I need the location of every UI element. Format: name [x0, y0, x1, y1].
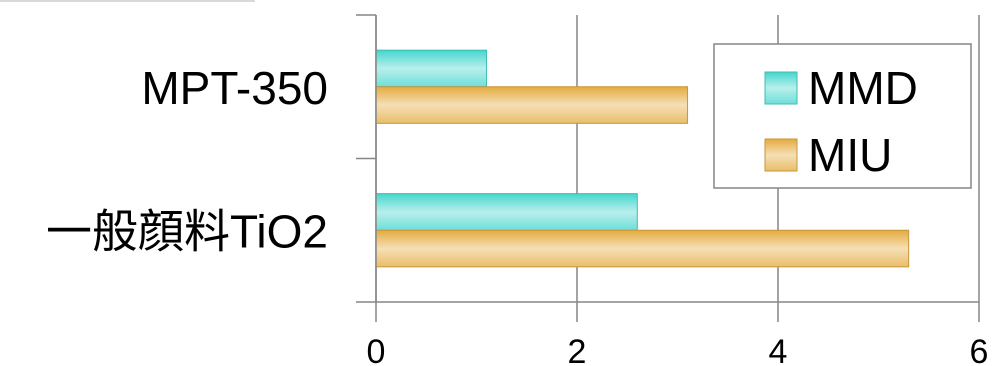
axis-labels: MPT-350 一般顔料TiO2 0 2 4 6	[46, 62, 988, 366]
legend-label-mmd: MMD	[808, 62, 918, 114]
legend-swatch-miu	[764, 138, 798, 172]
x-tick-label: 2	[568, 333, 587, 366]
bar-mmd-1	[375, 193, 638, 231]
legend: MMD MIU	[713, 43, 972, 189]
axes	[356, 14, 979, 303]
x-tick-label: 6	[970, 333, 989, 366]
legend-box	[713, 43, 972, 189]
category-label: MPT-350	[141, 62, 328, 114]
bar-mmd-0	[375, 49, 488, 88]
legend-swatch-mmd	[764, 71, 798, 105]
bar-miu-0	[375, 86, 689, 124]
category-label: 一般顔料TiO2	[46, 205, 328, 257]
x-tick-label: 0	[367, 333, 386, 366]
bar-miu-1	[375, 229, 910, 268]
legend-label-miu: MIU	[808, 129, 892, 181]
x-tick-label: 4	[769, 333, 788, 366]
